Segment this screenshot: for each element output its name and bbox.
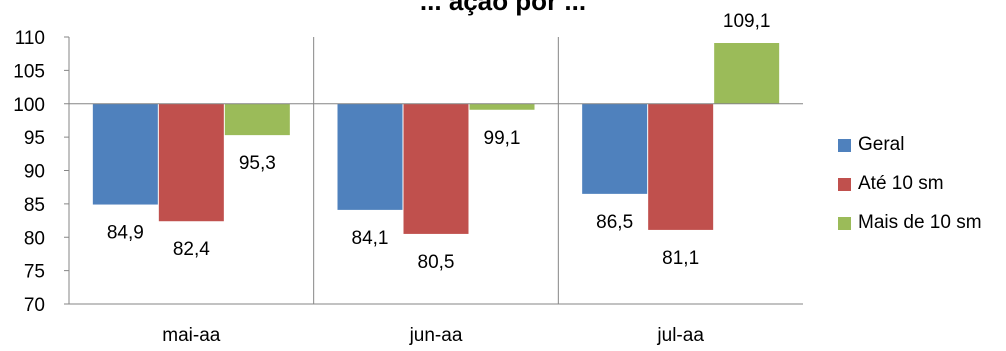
bar-at-10-sm-jul-aa	[648, 103, 714, 230]
y-tick-label: 110	[15, 28, 45, 49]
legend-item-ate-10-sm: Até 10 sm	[838, 169, 982, 199]
bar-mais-de-10-sm-jun-aa	[469, 103, 535, 110]
data-label: 84,9	[107, 223, 144, 244]
chart-title: ... ação por ...	[419, 0, 587, 16]
y-tick-label: 90	[24, 162, 45, 183]
data-label: 80,5	[418, 252, 455, 273]
data-label: 95,3	[239, 153, 276, 174]
data-label: 99,1	[484, 128, 521, 149]
y-tick-label: 70	[24, 295, 45, 316]
y-tick-label: 100	[13, 95, 45, 116]
chart-title-area: ... ação por ...	[0, 0, 1006, 16]
legend-swatch-mais-de-10-sm	[838, 216, 851, 230]
legend-swatch-geral	[838, 138, 851, 152]
data-label: 84,1	[352, 228, 389, 249]
bar-at-10-sm-mai-aa	[158, 103, 224, 222]
bar-at-10-sm-jun-aa	[403, 103, 469, 234]
x-category-label: jun-aa	[409, 325, 463, 346]
y-tick-label: 95	[24, 128, 45, 149]
y-tick-label: 75	[24, 262, 45, 283]
legend-label-mais-de-10-sm: Mais de 10 sm	[858, 212, 982, 233]
legend-item-mais-de-10-sm: Mais de 10 sm	[838, 208, 982, 238]
legend-swatch-ate-10-sm	[838, 177, 851, 191]
data-label: 81,1	[662, 248, 699, 269]
legend-label-ate-10-sm: Até 10 sm	[858, 173, 944, 194]
legend-label-geral: Geral	[858, 134, 905, 155]
y-tick-label: 105	[13, 61, 45, 82]
bar-mais-de-10-sm-mai-aa	[224, 103, 290, 136]
chart-legend: Geral Até 10 sm Mais de 10 sm	[838, 130, 982, 247]
bar-mais-de-10-sm-jul-aa	[714, 43, 780, 104]
data-label: 86,5	[596, 212, 633, 233]
data-label: 109,1	[723, 11, 771, 32]
bar-geral-mai-aa	[92, 103, 158, 205]
data-label: 82,4	[173, 239, 210, 260]
y-tick-label: 80	[24, 228, 45, 249]
legend-item-geral: Geral	[838, 130, 982, 160]
x-category-label: mai-aa	[162, 325, 221, 346]
x-category-label: jul-aa	[656, 325, 704, 346]
bar-geral-jun-aa	[337, 103, 403, 210]
bar-geral-jul-aa	[582, 103, 648, 194]
y-tick-label: 85	[24, 195, 45, 216]
